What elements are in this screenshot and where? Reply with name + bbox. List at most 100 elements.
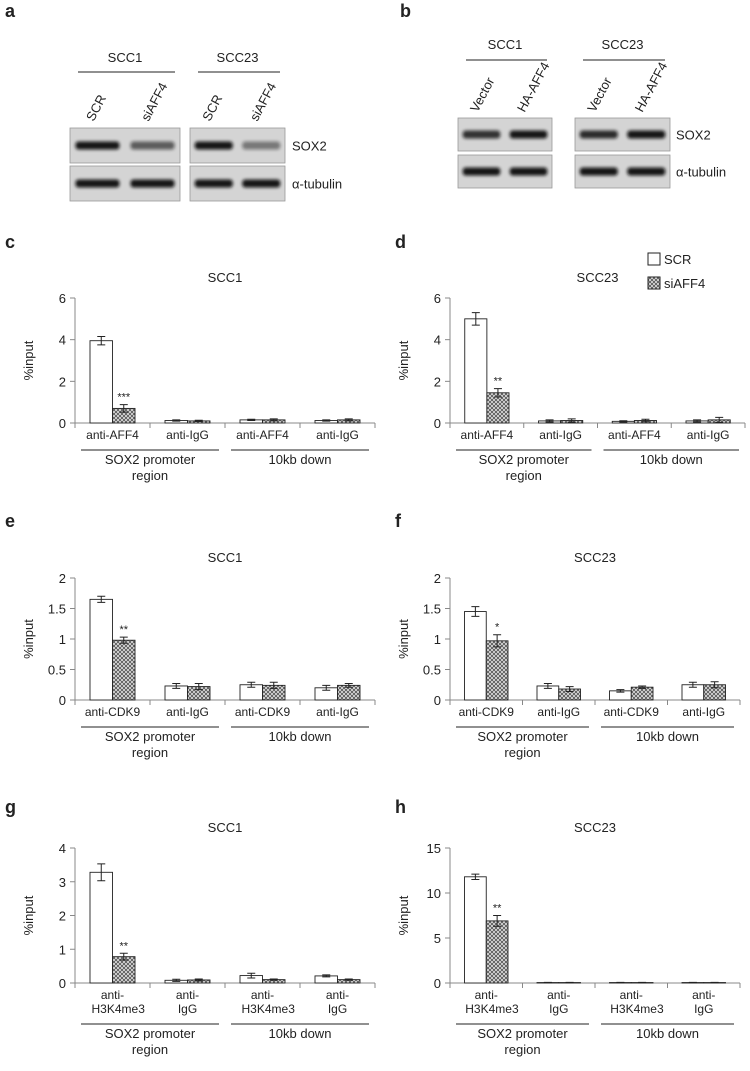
y-tick-label: 2 [59, 374, 66, 389]
panel-label: g [5, 797, 16, 817]
x-tick-label-box: anti-IgG [539, 428, 582, 442]
protein-label: α-tubulin [292, 177, 342, 192]
error-bar [493, 388, 502, 398]
y-tick-label: 0 [59, 416, 66, 431]
significance-label: *** [117, 392, 131, 404]
blot-band [462, 130, 501, 139]
x-tick-label: anti-IgG [175, 988, 200, 1016]
error-bar [543, 683, 552, 689]
error-bar [567, 418, 576, 423]
lane-label: SCR [199, 92, 225, 123]
chart-title: SCC23 [574, 820, 616, 835]
cell-line-label: SCC1 [488, 37, 523, 52]
y-tick-label: 4 [434, 333, 441, 348]
error-bar [322, 974, 331, 978]
error-bar [619, 420, 628, 423]
x-tick-label: anti-AFF4 [86, 428, 139, 442]
error-bar [269, 681, 278, 689]
y-axis-label: %input [21, 340, 36, 380]
error-bar [616, 689, 625, 693]
y-tick-label: 6 [434, 291, 441, 306]
blot-band [579, 130, 618, 139]
protein-label: α-tubulin [676, 165, 726, 180]
group-label: 10kb down [268, 452, 332, 467]
y-tick-label: 6 [59, 291, 66, 306]
cell-line-label: SCC23 [602, 37, 644, 52]
x-tick-label-box: anti-H3K4me3 [465, 988, 518, 1016]
error-bar [97, 863, 106, 882]
protein-label: SOX2 [676, 128, 711, 143]
group-label: 10kb down [636, 1026, 699, 1041]
lane-label: siAFF4 [247, 80, 280, 123]
x-tick-label: anti-AFF4 [608, 428, 661, 442]
x-tick-label: anti-IgG [316, 705, 359, 719]
y-tick-label: 15 [427, 841, 441, 856]
group-label: SOX2 promoter region [477, 1026, 568, 1057]
x-tick-label-box: anti-IgG [687, 428, 730, 442]
y-tick-label: 2 [434, 374, 441, 389]
lane-label: HA-AFF4 [514, 60, 553, 115]
chart-title: SCC23 [574, 550, 616, 565]
y-tick-label: 1.5 [423, 602, 441, 617]
error-bar [97, 595, 106, 603]
bar [112, 639, 136, 701]
x-tick-label-box: anti-CDK9 [459, 705, 514, 719]
x-tick-label-box: anti-AFF4 [608, 428, 661, 442]
error-bar [97, 336, 106, 346]
chart-title: SCC1 [208, 550, 243, 565]
significance-label: * [495, 622, 500, 634]
x-tick-label: anti-AFF4 [460, 428, 514, 442]
error-bar [119, 952, 128, 961]
panel-label: h [395, 797, 406, 817]
blot-band [509, 130, 548, 139]
group-label-box: 10kb down [269, 1026, 332, 1041]
x-tick-label-box: anti-IgG [166, 705, 209, 719]
legend-label: SCR [664, 252, 691, 267]
x-tick-label-box: anti-H3K4me3 [92, 988, 145, 1016]
legend-swatch [647, 276, 661, 290]
x-tick-label: anti-IgG [166, 428, 209, 442]
y-tick-label: 0.5 [48, 663, 66, 678]
y-tick-label: 2 [59, 909, 66, 924]
error-bar [172, 978, 181, 982]
error-bar [344, 978, 353, 981]
error-bar [322, 684, 331, 691]
group-label: SOX2 promoter region [478, 452, 569, 483]
group-label-box: SOX2 promoter region [477, 729, 568, 760]
y-axis-label: %input [21, 895, 36, 935]
y-tick-label: 4 [59, 333, 66, 348]
error-bar [194, 419, 203, 423]
group-label-box: SOX2 promoter region [105, 1026, 195, 1057]
y-tick-label: 1 [434, 632, 441, 647]
significance-label: ** [119, 940, 128, 952]
chart-title: SCC1 [208, 820, 243, 835]
bar [89, 871, 113, 984]
x-tick-label: anti-IgG [547, 988, 571, 1016]
error-bar [247, 972, 256, 979]
group-label: SOX2 promoter region [477, 729, 568, 760]
group-label-box: SOX2 promoter region [478, 452, 569, 483]
x-tick-label-box: anti-IgG [166, 428, 209, 442]
cell-line-label: SCC1 [108, 50, 143, 65]
error-bar [194, 978, 203, 982]
bar [485, 640, 509, 701]
error-bar [471, 873, 480, 880]
x-tick-label: anti-IgG [537, 705, 581, 719]
x-tick-label-box: anti-IgG [325, 988, 350, 1016]
error-bar [565, 686, 574, 692]
y-tick-label: 5 [434, 931, 441, 946]
error-bar [247, 418, 256, 421]
x-tick-label: anti-CDK9 [234, 705, 291, 719]
lane-label: siAFF4 [138, 80, 171, 123]
error-bar [545, 419, 554, 423]
significance-label: ** [494, 376, 503, 388]
error-bar [641, 418, 650, 423]
x-tick-label-box: anti-IgG [537, 705, 581, 719]
x-tick-label: anti-IgG [325, 988, 350, 1016]
error-bar [715, 416, 724, 423]
x-tick-label: anti-AFF4 [236, 428, 289, 442]
group-label-box: 10kb down [268, 452, 332, 467]
error-bar [693, 419, 702, 423]
bar [464, 876, 487, 984]
